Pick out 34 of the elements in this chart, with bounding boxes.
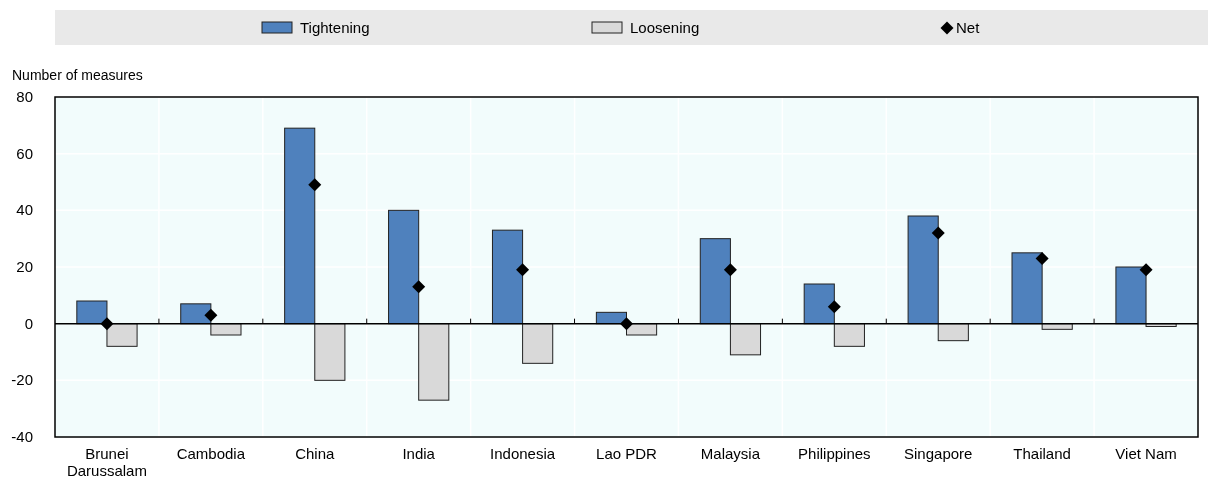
x-tick-label: India <box>402 445 436 462</box>
y-tick-label: 20 <box>16 258 33 275</box>
point <box>308 178 322 192</box>
y-tick-label: -40 <box>11 428 33 445</box>
point <box>1139 263 1153 277</box>
x-tick-label: Lao PDR <box>596 445 658 462</box>
y-tick-label: 80 <box>16 88 33 105</box>
x-tick-label: Brunei Darussalam <box>66 445 147 479</box>
x-tick-label: Philippines <box>798 445 871 462</box>
point <box>412 280 426 294</box>
point <box>516 263 530 277</box>
bar <box>106 323 138 347</box>
x-tick-label: Malaysia <box>700 445 761 462</box>
legend-label: Tightening <box>300 19 370 36</box>
x-tick-label: Singapore <box>904 445 973 462</box>
y-tick-label: 40 <box>16 201 33 219</box>
point <box>204 308 218 322</box>
legend-label: Loosening <box>630 19 700 36</box>
y-tick-label: -20 <box>11 371 33 389</box>
bar <box>626 323 658 336</box>
point <box>827 300 841 314</box>
point <box>931 226 945 240</box>
x-tick-label: Thailand <box>1013 445 1071 462</box>
point <box>723 263 737 277</box>
x-tick-label: Indonesia <box>490 445 556 462</box>
point <box>1035 252 1049 265</box>
legend-label: Net <box>956 19 981 36</box>
x-tick-label: China <box>295 445 336 462</box>
x-tick-label: Cambodia <box>176 445 246 462</box>
y-axis-title: Number of measures <box>12 67 143 83</box>
y-tick-label: 60 <box>16 144 33 162</box>
bar <box>76 300 108 325</box>
y-tick-label: 0 <box>24 314 33 332</box>
x-tick-label: Viet Nam <box>1115 445 1177 462</box>
